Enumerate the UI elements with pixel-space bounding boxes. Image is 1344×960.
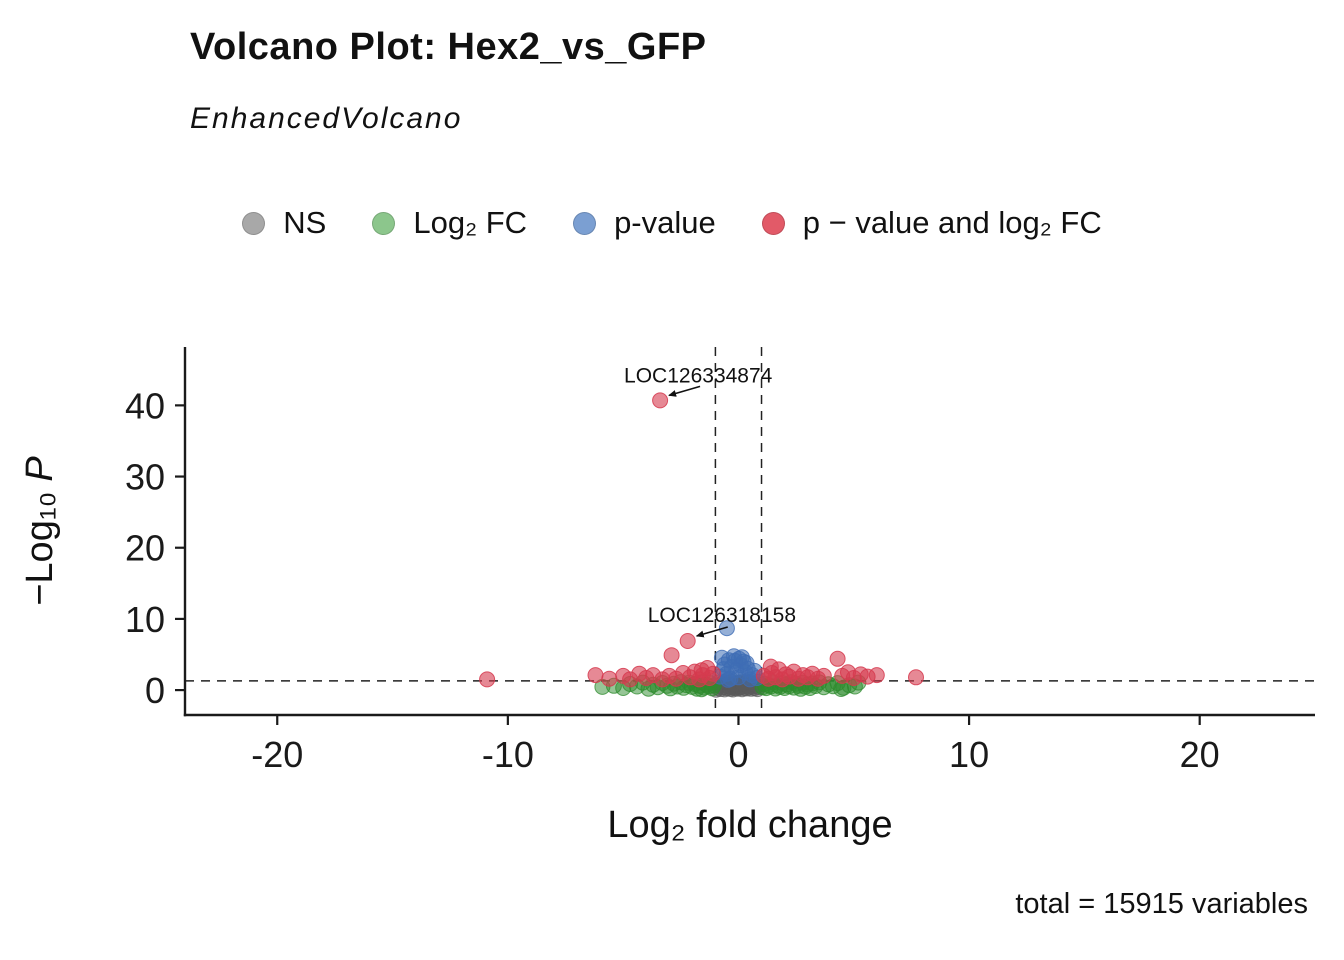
data-point — [720, 671, 737, 688]
legend-label-pvalue-and-log2fc: p − value and log₂ FC — [802, 205, 1102, 240]
plot-title: Volcano Plot: Hex2_vs_GFP — [190, 26, 707, 68]
log2fc-swatch-icon — [372, 211, 396, 235]
label-connector-arrow — [668, 385, 701, 397]
y-tick-label: 30 — [125, 457, 165, 498]
x-tick-label: 10 — [949, 734, 989, 775]
data-point — [829, 650, 846, 667]
y-tick-label: 10 — [125, 599, 165, 640]
data-point — [601, 670, 618, 687]
gene-label: LOC126318158 — [648, 604, 796, 627]
data-point — [693, 662, 710, 679]
legend-label-log2fc: Log₂ FC — [413, 205, 528, 240]
data-point — [868, 667, 885, 684]
ns-swatch-icon — [242, 211, 266, 235]
y-axis-title: −Log₁₀P — [19, 456, 61, 606]
y-tick-label: 20 — [125, 528, 165, 569]
legend-label-ns: NS — [283, 205, 327, 240]
legend-item-pvalue: p-value — [573, 205, 716, 241]
data-point — [663, 647, 680, 664]
x-tick-label: 20 — [1180, 734, 1220, 775]
y-tick-label: 40 — [125, 385, 165, 426]
data-point — [738, 655, 755, 671]
label-connector-arrow — [695, 626, 728, 638]
x-tick-label: 0 — [728, 734, 748, 775]
data-point — [679, 633, 696, 649]
legend-label-pvalue: p-value — [614, 205, 716, 240]
total-variables-caption: total = 15915 variables — [1015, 888, 1308, 920]
data-point — [587, 667, 604, 684]
gene-label: LOC126334874 — [624, 364, 773, 387]
legend-item-log2fc: Log₂ FC — [372, 205, 527, 241]
x-tick-label: -10 — [482, 734, 534, 775]
data-point — [479, 671, 496, 688]
legend-item-ns: NS — [242, 205, 326, 241]
pvalue-swatch-icon — [573, 211, 597, 235]
x-tick-label: -20 — [251, 734, 303, 775]
data-point — [815, 667, 832, 684]
data-point — [652, 392, 669, 409]
pvalue-and-log2fc-swatch-icon — [761, 211, 785, 235]
y-tick-label: 0 — [145, 670, 165, 711]
data-point — [908, 669, 924, 686]
data-point — [718, 620, 735, 637]
x-axis-title: Log₂ fold change — [607, 804, 892, 846]
legend: NS Log₂ FC p-value p − value and log₂ FC — [0, 205, 1344, 241]
legend-item-pvalue-and-log2fc: p − value and log₂ FC — [761, 205, 1102, 241]
data-point — [762, 658, 779, 675]
plot-subtitle: EnhancedVolcano — [190, 102, 463, 135]
